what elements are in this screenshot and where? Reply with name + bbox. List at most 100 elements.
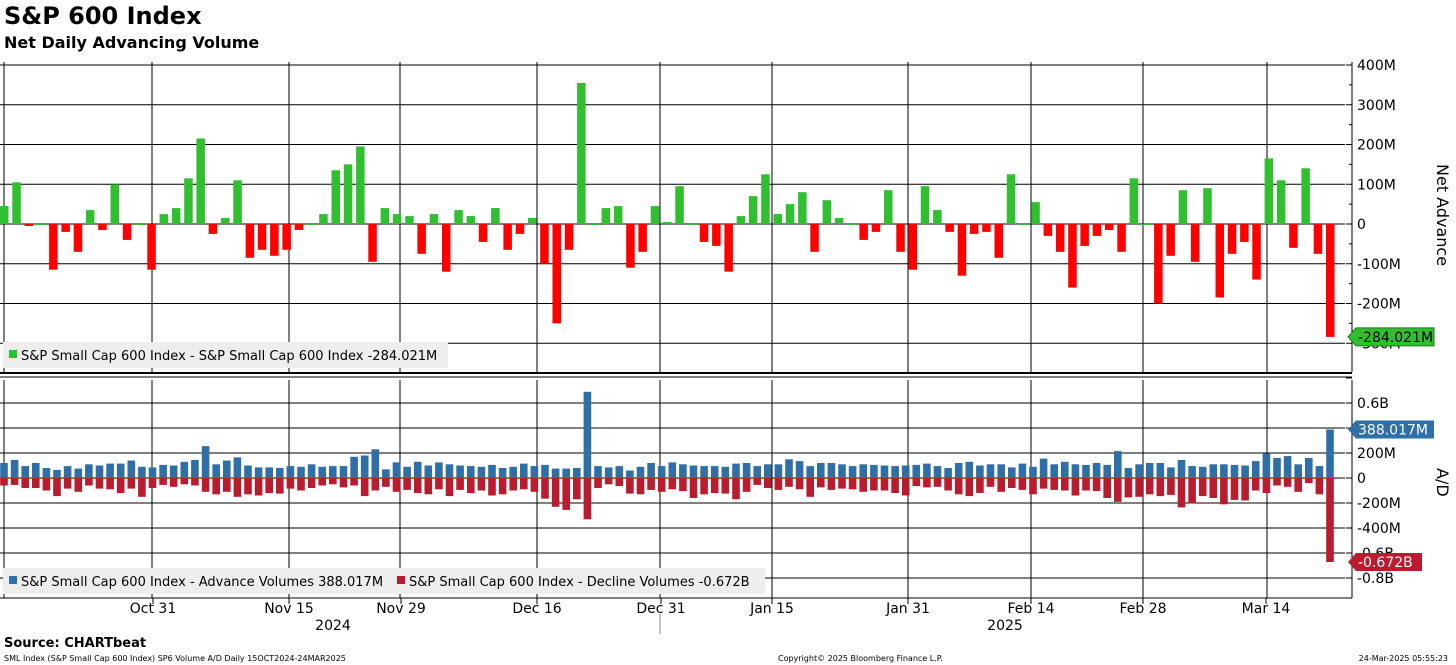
advance-bar — [679, 464, 687, 479]
decline-bar — [1209, 478, 1218, 498]
decline-bar — [817, 478, 825, 488]
advance-bar — [445, 464, 454, 479]
advance-bar — [636, 466, 645, 479]
top-y-tick-label: 0 — [1357, 217, 1366, 233]
x-tick-label: Jan 31 — [885, 601, 930, 617]
decline-bar — [1273, 478, 1281, 486]
advance-bar — [806, 466, 814, 478]
advance-bar — [573, 468, 581, 478]
advance-bar — [254, 467, 263, 478]
advance-bar — [127, 460, 136, 478]
advance-bar — [827, 463, 836, 478]
top-bar — [920, 186, 930, 224]
decline-bar — [74, 478, 83, 492]
top-bar — [196, 138, 205, 224]
decline-bar — [1092, 478, 1101, 492]
decline-bar — [95, 478, 104, 489]
advance-bar — [785, 459, 793, 479]
decline-bar — [912, 478, 921, 487]
top-bar — [884, 190, 893, 224]
advance-bar — [265, 467, 273, 478]
decline-bar — [520, 478, 528, 490]
top-bar — [503, 224, 512, 250]
decline-bar — [265, 478, 273, 493]
top-y-tick-label: 200M — [1357, 138, 1396, 154]
decline-bar — [583, 478, 592, 520]
top-bar — [638, 224, 647, 252]
advance-bar — [838, 464, 846, 479]
top-bar — [12, 182, 21, 224]
decline-bar — [1156, 478, 1165, 497]
decline-bar — [318, 478, 326, 486]
x-tick-label: Nov 29 — [376, 601, 426, 617]
top-bar — [73, 224, 83, 252]
top-bar — [392, 214, 402, 224]
top-bar — [1313, 224, 1323, 254]
decline-bar — [1039, 478, 1048, 489]
decline-bar — [594, 478, 602, 488]
decline-bar — [753, 478, 761, 485]
advance-bar — [1326, 429, 1334, 478]
decline-bar — [573, 478, 581, 500]
decline-bar — [986, 478, 995, 487]
decline-bar — [360, 478, 369, 497]
top-bar — [24, 224, 34, 226]
top-bar — [847, 224, 856, 225]
bottom-y-tick-label: -400M — [1357, 521, 1401, 537]
top-bar — [724, 224, 733, 272]
decline-bar — [923, 478, 931, 488]
decline-bar — [371, 478, 380, 491]
decline-bar — [1283, 478, 1292, 487]
top-bar — [356, 146, 365, 224]
x-tick-label: Jan 15 — [749, 601, 794, 617]
decline-bar — [413, 478, 422, 493]
decline-bar — [1145, 478, 1154, 495]
advance-bar — [286, 466, 295, 478]
advance-bar — [318, 466, 326, 479]
top-bar — [1215, 224, 1224, 298]
x-tick-label: Nov 15 — [264, 601, 314, 617]
top-bar — [294, 224, 304, 230]
decline-bar — [1029, 478, 1037, 495]
advance-bar — [1156, 463, 1165, 478]
top-bar — [306, 224, 316, 225]
advance-bar — [721, 466, 730, 479]
decline-last-value-tag — [1348, 553, 1422, 571]
advance-bar — [1188, 466, 1196, 478]
decline-bar — [997, 478, 1005, 492]
top-bar — [343, 164, 353, 224]
decline-bar — [254, 478, 263, 496]
top-bar — [1105, 224, 1114, 230]
top-last-value-tag — [1347, 327, 1435, 347]
decline-bar — [498, 478, 507, 495]
decline-bar — [138, 478, 146, 497]
decline-bar — [1188, 478, 1196, 504]
top-bar — [527, 218, 537, 224]
advance-bar — [0, 463, 8, 478]
advance-bar — [1220, 464, 1228, 479]
decline-bar — [276, 478, 284, 494]
advance-bar — [615, 466, 624, 478]
top-bar — [945, 224, 954, 232]
advance-bar — [148, 467, 157, 478]
decline-bar — [1167, 478, 1175, 495]
decline-bar — [116, 478, 125, 493]
decline-bar — [1220, 478, 1228, 505]
advance-bar — [880, 465, 889, 478]
advance-bar — [360, 455, 369, 478]
decline-bar — [1294, 478, 1302, 492]
top-bar — [98, 224, 107, 230]
advance-bar — [901, 465, 910, 478]
decline-bar — [488, 478, 496, 496]
advance-bar — [1008, 467, 1016, 478]
decline-bar — [541, 478, 549, 499]
x-tick-label: Dec 16 — [512, 601, 561, 617]
advance-bar — [1071, 464, 1080, 479]
advance-bar — [392, 462, 401, 478]
top-bar — [1264, 158, 1274, 224]
top-legend-swatch — [9, 350, 17, 358]
decline-bar — [562, 478, 570, 510]
decline-bar — [636, 478, 645, 495]
decline-legend-entry: S&P Small Cap 600 Index - Decline Volume… — [409, 575, 750, 590]
top-bar — [810, 224, 819, 252]
